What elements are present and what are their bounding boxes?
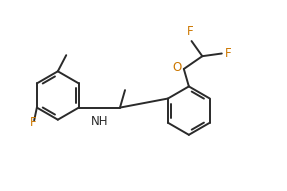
Text: NH: NH <box>91 115 108 128</box>
Text: F: F <box>224 47 231 60</box>
Text: F: F <box>30 116 36 129</box>
Text: F: F <box>187 25 193 38</box>
Text: O: O <box>172 61 181 74</box>
